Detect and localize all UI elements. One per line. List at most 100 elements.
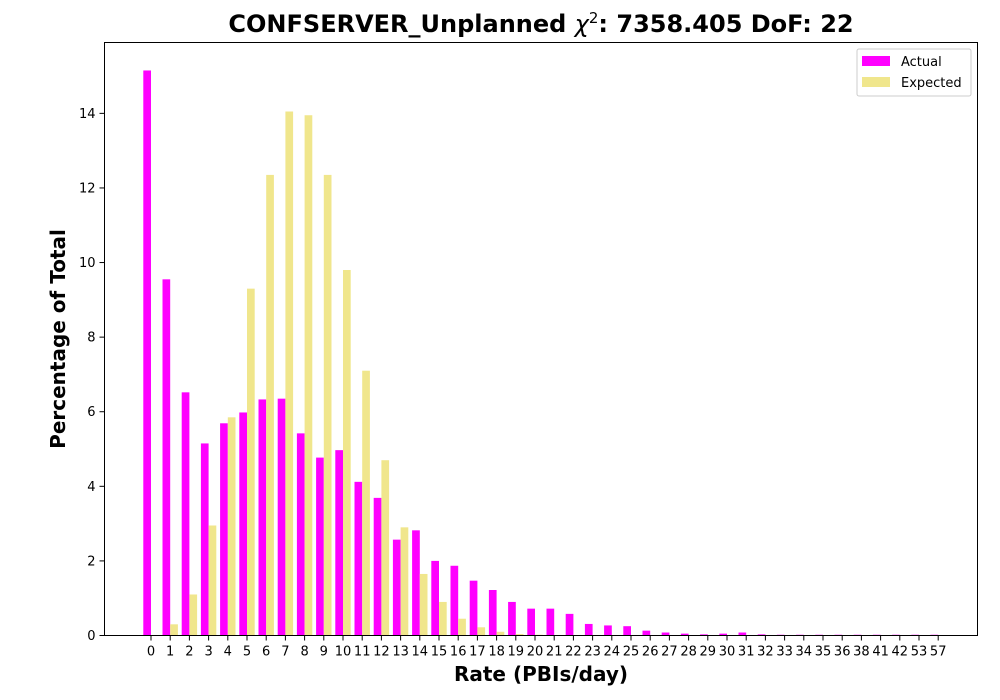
x-tick-label: 8	[300, 645, 308, 660]
x-tick-label: 2	[185, 645, 193, 660]
x-tick-label: 38	[853, 645, 870, 660]
bar-actual-13	[392, 539, 401, 636]
bar-expected-11	[362, 370, 370, 636]
bar-actual-4	[220, 423, 228, 636]
bar-actual-11	[354, 481, 363, 636]
bar-actual-23	[584, 623, 593, 636]
x-tick-label: 1	[166, 645, 174, 660]
bar-expected-17	[477, 627, 486, 636]
bar-actual-28	[680, 633, 689, 636]
bar-actual-22	[565, 613, 574, 636]
x-tick-label: 34	[796, 645, 813, 660]
bar-actual-27	[661, 632, 670, 636]
y-tick-label: 10	[79, 256, 96, 271]
x-tick-label: 31	[738, 645, 755, 660]
bar-expected-6	[266, 174, 274, 636]
bar-actual-10	[335, 450, 343, 636]
bar-expected-5	[247, 288, 255, 636]
bar-expected-19	[515, 634, 524, 636]
x-axis-label: Rate (PBIs/day)	[454, 662, 628, 686]
bar-actual-17	[469, 580, 478, 636]
bar-actual-15	[431, 560, 439, 636]
plot-frame	[104, 42, 978, 636]
bar-expected-4	[227, 417, 236, 636]
bar-actual-5	[239, 412, 247, 636]
legend-swatch-expected	[862, 77, 890, 87]
x-tick-label: 18	[488, 645, 505, 660]
chart-title-suffix: : 7358.405 DoF: 22	[598, 10, 853, 38]
x-tick-label: 27	[661, 645, 678, 660]
chart-title: CONFSERVER_Unplanned χ2: 7358.405 DoF: 2…	[228, 9, 853, 38]
x-tick-label: 32	[757, 645, 774, 660]
legend-swatch-actual	[862, 56, 890, 66]
x-tick-label: 26	[642, 645, 659, 660]
y-tick-label: 12	[79, 181, 96, 196]
x-tick-label: 13	[392, 645, 409, 660]
bar-expected-8	[304, 115, 313, 636]
y-tick-label: 14	[79, 107, 96, 122]
bars	[143, 70, 939, 636]
chart-title-chi-power: 2	[589, 9, 599, 27]
x-tick-label: 53	[911, 645, 928, 660]
bar-expected-18	[496, 631, 505, 636]
legend-label-actual: Actual	[901, 55, 942, 70]
x-tick-label: 29	[700, 645, 717, 660]
x-tick-label: 0	[147, 645, 155, 660]
x-tick-label: 20	[527, 645, 544, 660]
bar-actual-26	[642, 630, 651, 636]
x-tick-label: 16	[450, 645, 467, 660]
x-tick-label: 41	[872, 645, 889, 660]
bar-actual-3	[200, 443, 209, 636]
bar-expected-16	[458, 618, 466, 636]
y-tick-label: 6	[87, 405, 95, 420]
x-tick-label: 15	[431, 645, 448, 660]
bar-actual-18	[488, 590, 497, 636]
x-tick-label: 23	[584, 645, 601, 660]
bar-expected-15	[439, 601, 447, 636]
bar-actual-25	[623, 626, 631, 636]
x-tick-label: 25	[623, 645, 640, 660]
bar-expected-13	[400, 527, 409, 636]
bar-expected-10	[343, 270, 351, 636]
x-tick-label: 17	[469, 645, 486, 660]
x-tick-label: 5	[243, 645, 251, 660]
x-tick-label: 11	[354, 645, 371, 660]
bar-expected-3	[208, 525, 217, 636]
x-tick-label: 36	[834, 645, 851, 660]
chart-title-chi: χ	[573, 10, 590, 38]
x-tick-label: 35	[815, 645, 832, 660]
bar-actual-8	[296, 433, 305, 636]
bar-actual-21	[546, 608, 555, 636]
bar-expected-14	[419, 573, 428, 636]
x-tick-label: 42	[892, 645, 909, 660]
x-tick-label: 4	[224, 645, 232, 660]
bar-expected-9	[323, 174, 332, 636]
bar-actual-29	[700, 634, 708, 636]
x-tick-label: 57	[930, 645, 947, 660]
bar-actual-0	[143, 70, 151, 636]
bar-actual-7	[277, 398, 286, 636]
bar-actual-14	[412, 530, 420, 636]
x-tick-label: 6	[262, 645, 270, 660]
y-axis-ticks: 0 2 4 6 8 10 12 14	[79, 107, 105, 644]
y-tick-label: 0	[87, 629, 95, 644]
x-tick-label: 9	[320, 645, 328, 660]
bar-actual-12	[373, 497, 382, 636]
x-tick-label: 19	[508, 645, 525, 660]
x-tick-label: 30	[719, 645, 736, 660]
x-tick-label: 33	[776, 645, 793, 660]
x-tick-label: 14	[412, 645, 429, 660]
bar-actual-24	[604, 625, 612, 636]
bar-actual-32	[757, 634, 766, 636]
x-tick-label: 28	[680, 645, 697, 660]
x-tick-label: 22	[565, 645, 582, 660]
bar-actual-6	[258, 399, 267, 636]
x-tick-label: 21	[546, 645, 563, 660]
y-tick-label: 8	[87, 331, 95, 346]
bar-actual-2	[181, 392, 190, 636]
x-tick-label: 10	[335, 645, 352, 660]
bar-actual-20	[527, 608, 535, 636]
bar-actual-16	[450, 565, 459, 636]
x-tick-label: 12	[373, 645, 390, 660]
